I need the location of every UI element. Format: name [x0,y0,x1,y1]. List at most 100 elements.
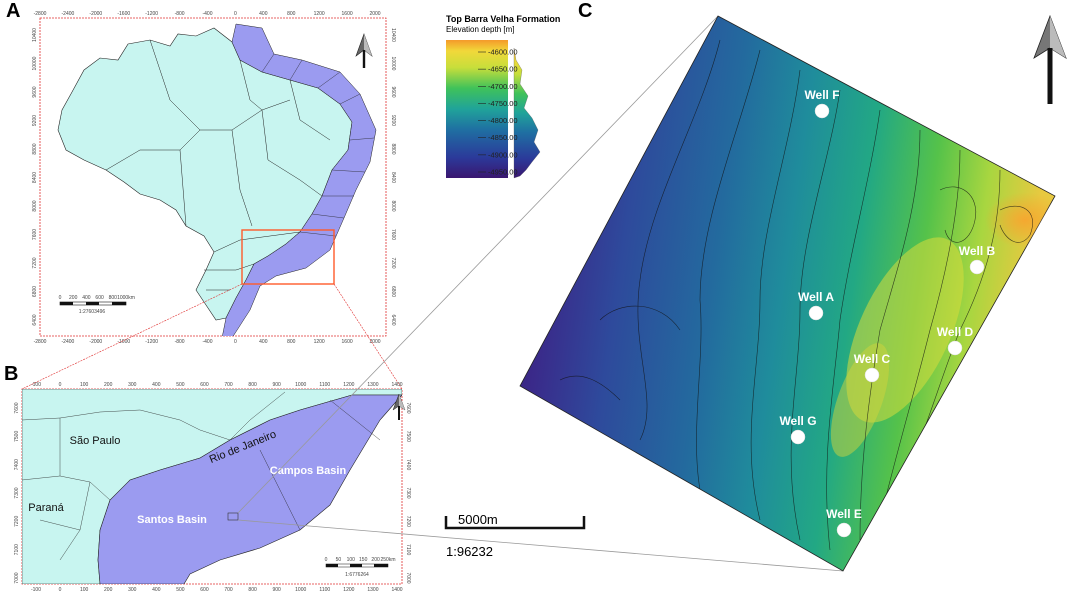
tick-label-b-top: 700 [224,382,233,388]
scale-tick-b: 50 [336,557,342,563]
tick-label-a-top: -2400 [62,11,75,17]
tick-label-b-left: 7600 [14,402,20,413]
panel-label-b: B [4,363,19,385]
label-campos-basin: Campos Basin [270,465,347,477]
connector-line-left [21,283,243,390]
tick-label-b-bottom: 1000 [295,587,306,593]
label-sao-paulo: São Paulo [70,435,121,447]
north-arrow-c [1033,14,1067,104]
well-marker [836,522,852,538]
tick-label-a-left: 6800 [32,286,38,297]
tick-label-b-bottom: 400 [152,587,161,593]
tick-label-a-left: 8800 [32,143,38,154]
scale-bar-a: 0 200 400 600 800 1000km 1:27603496 [59,295,135,315]
study-area-box [227,512,239,521]
north-arrow-a [355,33,373,68]
well-label: Well B [959,244,996,258]
tick-label-b-top: 800 [248,382,257,388]
legend-tick-label: -4700.00 [488,82,518,91]
state-borders [105,39,331,291]
well-marker [814,103,830,119]
well-label: Well A [798,290,834,304]
tick-label-a-top: 2000 [369,11,380,17]
tick-label-b-left: 7100 [14,544,20,555]
panel-label-c: C [578,0,593,22]
scale-tick-a: 400 [82,295,91,301]
scale-tick-a: 800 [109,295,118,301]
scale-ratio-c: 1:96232 [446,544,493,559]
scale-ratio-a: 1:27603496 [79,309,106,315]
tick-label-b-bottom: 600 [200,587,209,593]
scale-bar-b: 0 50 100 150 200 250km 1:6776264 [325,557,396,578]
well-marker [790,429,806,445]
tick-label-b-top: -100 [31,382,41,388]
well-label: Well C [854,352,891,366]
scale-tick-b: 250km [380,557,395,563]
tick-label-b-top: 900 [272,382,281,388]
tick-label-b-left: 7300 [14,487,20,498]
tick-label-a-left: 7600 [32,229,38,240]
legend-title: Top Barra Velha Formation [446,14,560,24]
well-label: Well E [826,507,862,521]
scale-tick-a: 0 [59,295,62,301]
panel-b-top-ticks: -100 0 100 200 300 400 500 600 700 800 900 1000 1100… [31,382,403,388]
tick-label-a-left: 8400 [32,172,38,183]
panel-a-top-ticks: -2800 -2400 -2000 -1600 -1200 -800 -400 0 400 800… [34,11,381,17]
tick-label-a-right: 9600 [390,86,396,97]
tick-label-b-right: 7500 [405,431,411,442]
legend-tick-label: -4850.00 [488,133,518,142]
well-label: Well F [804,88,839,102]
inset-box [241,229,335,285]
tick-label-a-top: -1600 [117,11,130,17]
tick-label-a-left: 10400 [32,28,38,42]
panel-label-a: A [6,0,21,22]
tick-label-b-top: 1400 [391,382,402,388]
tick-label-a-top: -2000 [89,11,102,17]
tick-label-b-bottom: -100 [31,587,41,593]
tick-label-a-bottom: -400 [202,339,212,345]
tick-label-a-top: -400 [202,11,212,17]
wells-layer: Well F Well B Well A Well D Well C Well G Well… [779,88,996,538]
tick-label-b-bottom: 200 [104,587,113,593]
panel-a-bottom-ticks: -2800 -2400 -2000 -1600 -1200 -800 -400 0 400 800… [34,339,381,345]
legend-tick-label: -4650.00 [488,65,518,74]
tick-label-b-right: 7400 [405,459,411,470]
tick-label-b-right: 7100 [405,544,411,555]
tick-label-b-top: 0 [59,382,62,388]
tick-label-b-right: 7000 [405,572,411,583]
connector-c-top [237,15,719,514]
tick-label-b-right: 7200 [405,516,411,527]
connector-c-bottom [237,519,844,572]
tick-label-a-right: 9200 [390,115,396,126]
tick-label-a-bottom: 2000 [369,339,380,345]
offshore-basins [222,23,377,336]
tick-label-a-top: 400 [259,11,268,17]
tick-label-a-right: 8800 [390,143,396,154]
tick-label-a-left: 7200 [32,257,38,268]
tick-label-a-bottom: -1600 [117,339,130,345]
tick-label-b-top: 1100 [319,382,330,388]
tick-label-a-left: 9200 [32,115,38,126]
scale-bar-c: 5000m 1:96232 [444,512,586,559]
tick-label-a-bottom: -2800 [34,339,47,345]
tick-label-a-right: 10400 [390,28,396,42]
tick-label-a-left: 6400 [32,314,38,325]
tick-label-a-right: 7600 [390,229,396,240]
tick-label-b-right: 7600 [405,402,411,413]
well-marker [864,367,880,383]
tick-label-a-right: 6400 [390,314,396,325]
depth-legend: Top Barra Velha Formation Elevation dept… [446,14,560,179]
contour-lines [559,39,1033,551]
panel-a-right-ticks: 10400 10000 9600 9200 8800 8400 8000 7600 7200 68… [390,28,396,326]
tick-label-a-bottom: -2000 [89,339,102,345]
tick-label-b-top: 1200 [343,382,354,388]
tick-label-a-right: 8400 [390,172,396,183]
tick-label-a-bottom: -800 [175,339,185,345]
tick-label-b-top: 200 [104,382,113,388]
north-arrow-b [392,393,406,420]
tick-label-b-bottom: 0 [59,587,62,593]
tick-label-a-right: 7200 [390,257,396,268]
tick-label-b-bottom: 500 [176,587,185,593]
tick-label-b-top: 1300 [367,382,378,388]
tick-label-a-top: -800 [175,11,185,17]
